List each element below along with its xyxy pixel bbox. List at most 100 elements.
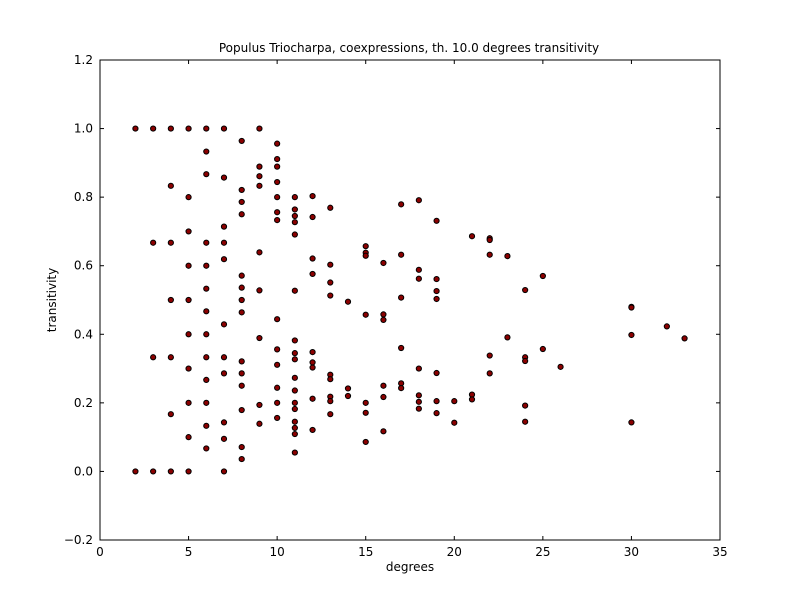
data-point: [274, 163, 281, 170]
x-tick-label: 30: [624, 545, 639, 559]
data-point: [486, 370, 493, 377]
data-point: [291, 337, 298, 344]
data-point: [663, 323, 670, 330]
data-point: [327, 376, 334, 383]
data-point: [238, 309, 245, 316]
data-point: [362, 399, 369, 406]
y-axis-ticks: −0.2 0.0 0.2 0.4 0.6 0.8 1.0 1.2: [64, 53, 720, 547]
data-point: [451, 419, 458, 426]
data-point: [167, 296, 174, 304]
data-point: [185, 331, 192, 338]
data-point: [628, 304, 635, 311]
data-point: [415, 398, 422, 405]
data-point: [327, 292, 334, 299]
data-point: [274, 361, 281, 368]
data-point: [238, 211, 245, 218]
data-point: [185, 434, 192, 441]
data-point: [238, 358, 245, 365]
data-point: [380, 259, 387, 267]
y-tick-label: 0.6: [74, 259, 93, 273]
data-point: [398, 385, 405, 392]
data-point: [522, 286, 529, 294]
data-point: [415, 405, 422, 412]
data-point: [398, 251, 405, 258]
data-point: [167, 125, 174, 132]
data-point: [274, 155, 281, 163]
data-point: [220, 239, 228, 246]
data-point: [203, 308, 210, 315]
data-point: [238, 272, 245, 279]
data-point: [274, 346, 281, 353]
data-point: [362, 252, 369, 259]
y-axis-label: transitivity: [45, 268, 59, 332]
data-point: [398, 344, 405, 352]
data-point: [681, 335, 688, 342]
data-point: [380, 428, 387, 435]
data-point: [362, 243, 369, 250]
data-point: [150, 354, 157, 361]
data-point: [150, 239, 157, 246]
data-point: [220, 354, 228, 361]
data-point: [150, 125, 157, 132]
x-axis-ticks: 0 5 10 15 20 25 30 35: [96, 60, 728, 559]
data-point: [433, 275, 440, 283]
y-tick-label: 0.2: [74, 396, 93, 410]
data-point: [203, 376, 210, 383]
data-point: [291, 287, 298, 294]
data-point: [468, 396, 476, 403]
data-point: [415, 365, 422, 372]
data-point: [433, 287, 440, 295]
y-tick-label: −0.2: [64, 533, 93, 547]
data-point: [185, 296, 192, 304]
data-point: [628, 331, 635, 339]
data-point: [274, 399, 281, 406]
data-point: [291, 418, 298, 425]
data-point: [415, 197, 422, 204]
data-point: [327, 411, 334, 418]
data-point: [167, 411, 174, 418]
data-point: [415, 266, 422, 273]
data-point: [309, 255, 316, 262]
data-point: [167, 182, 174, 189]
data-point: [309, 193, 316, 200]
data-point: [167, 239, 174, 246]
data-point: [220, 125, 228, 132]
data-point: [256, 182, 263, 189]
data-point: [274, 414, 281, 422]
data-point: [309, 364, 316, 371]
y-tick-label: 0.8: [74, 190, 93, 204]
data-point: [238, 198, 245, 206]
data-point: [238, 296, 245, 304]
data-point: [291, 231, 298, 238]
data-point: [238, 284, 245, 291]
data-point: [522, 402, 529, 409]
data-point: [291, 350, 298, 357]
data-point: [203, 331, 210, 338]
data-point: [203, 445, 210, 452]
data-point: [256, 401, 263, 409]
data-point: [362, 311, 369, 318]
data-point: [504, 253, 511, 260]
data-point: [185, 262, 192, 269]
data-point: [203, 285, 210, 292]
data-point: [380, 393, 387, 401]
y-tick-label: 1.2: [74, 53, 93, 67]
x-tick-label: 35: [712, 545, 727, 559]
data-point: [433, 369, 440, 377]
data-point: [344, 298, 352, 305]
data-point: [380, 316, 387, 323]
x-tick-label: 15: [358, 545, 373, 559]
data-point: [398, 201, 405, 208]
data-point: [185, 194, 192, 201]
data-point: [256, 334, 263, 342]
x-tick-label: 20: [447, 545, 462, 559]
data-point: [327, 279, 334, 286]
data-point: [238, 406, 245, 414]
data-point: [486, 251, 493, 258]
data-point: [327, 204, 334, 211]
data-point: [238, 186, 245, 194]
data-point: [256, 420, 263, 427]
data-point: [238, 443, 245, 451]
